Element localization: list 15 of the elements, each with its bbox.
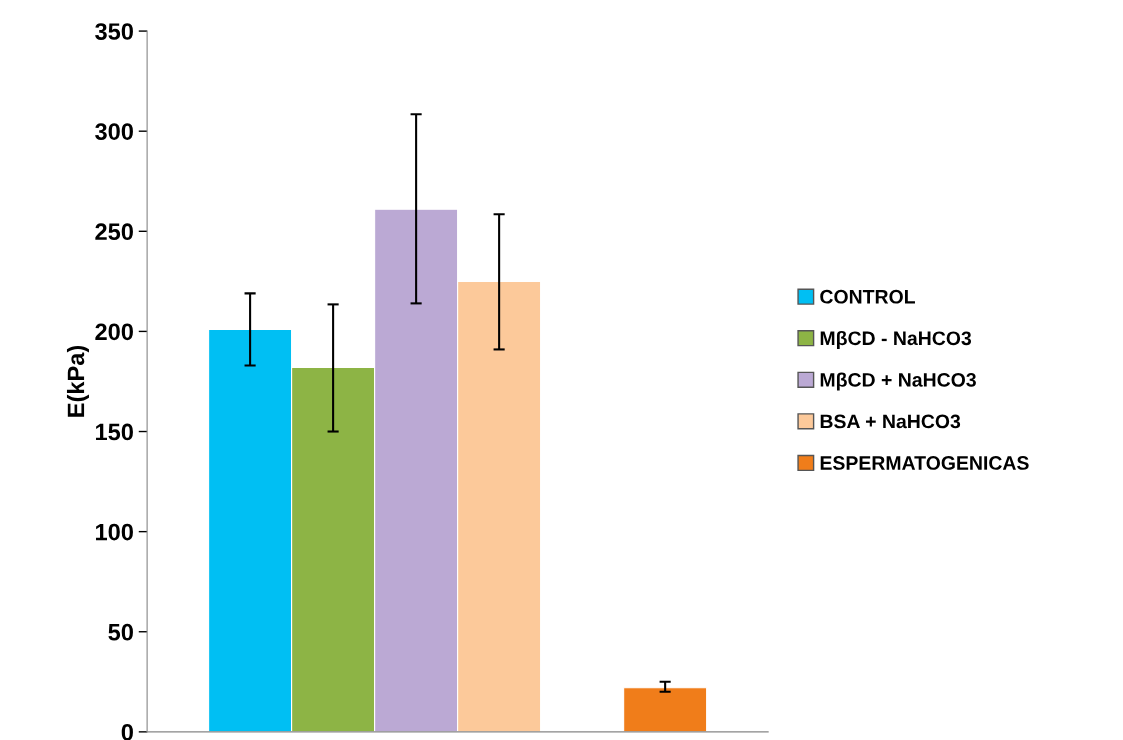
legend-label: BSA + NaHCO3 — [820, 414, 961, 429]
y-axis-title: E(kPa) — [66, 345, 89, 417]
y-tick-label: 150 — [96, 423, 133, 441]
y-tick-label: 100 — [96, 523, 133, 541]
legend-label: ESPERMATOGENICAS — [820, 456, 1029, 470]
y-tick-label: 50 — [108, 623, 133, 641]
bar — [623, 687, 708, 732]
y-tick-label: 0 — [121, 723, 133, 740]
y-tick-label: 250 — [95, 223, 133, 241]
y-tick-label: 200 — [95, 323, 133, 341]
legend-label: MβCD - NaHCO3 — [820, 330, 972, 350]
y-tick-label: 350 — [95, 23, 133, 40]
legend-label: MβCD + NaHCO3 — [820, 372, 976, 391]
legend-label: CONTROL — [820, 289, 915, 304]
y-tick-label: 300 — [95, 123, 133, 141]
